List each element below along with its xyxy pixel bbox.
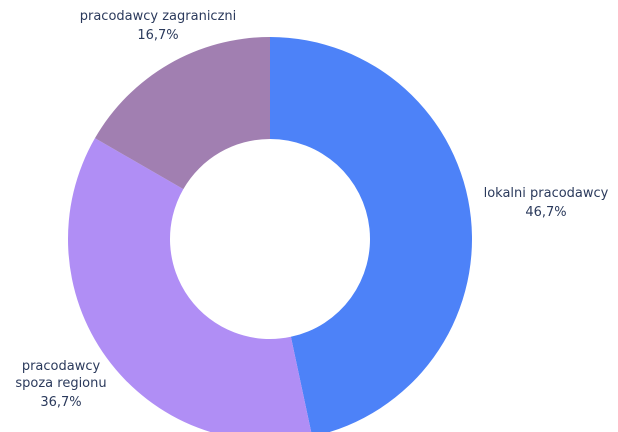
slice	[94, 37, 270, 190]
value-label: 36,7%	[40, 395, 81, 410]
label-line: lokalni pracodawcy	[484, 186, 609, 201]
slice	[68, 138, 312, 432]
slice	[270, 37, 472, 432]
label-line: spoza regionu	[15, 376, 106, 391]
slice-label: pracodawcy spoza regionu	[15, 359, 106, 391]
slice-label: pracodawcy zagraniczni	[80, 9, 237, 24]
value-label: 16,7%	[137, 28, 178, 43]
label-line: pracodawcy	[22, 359, 101, 374]
slice-label: lokalni pracodawcy	[484, 186, 609, 201]
value-label: 46,7%	[525, 205, 566, 220]
label-line: pracodawcy zagraniczni	[80, 9, 237, 24]
